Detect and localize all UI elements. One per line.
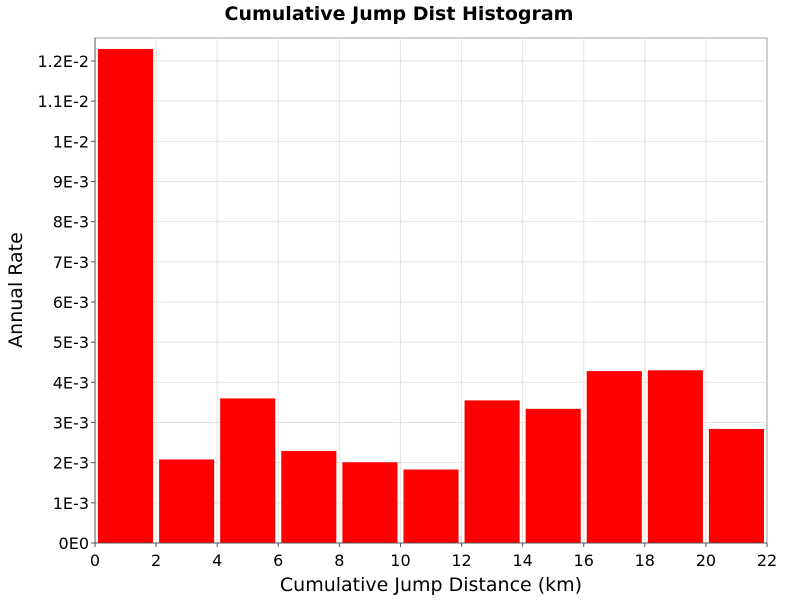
- grid: [95, 38, 767, 543]
- y-tick-label: 9E-3: [53, 173, 89, 192]
- axes: [91, 38, 768, 547]
- histogram-bar: [464, 400, 520, 543]
- histogram-bar: [98, 48, 154, 543]
- x-tick-label: 6: [273, 551, 283, 570]
- y-tick-label: 1E-2: [53, 132, 89, 151]
- chart-title: Cumulative Jump Dist Histogram: [225, 3, 574, 25]
- y-tick-label: 7E-3: [53, 253, 89, 272]
- y-tick-label: 1.2E-2: [37, 52, 89, 71]
- y-tick-labels: 0E0 1E-3 2E-3 3E-3 4E-3 5E-3 6E-3 7E-3 8E-3 9E-3 1…: [37, 52, 89, 553]
- histogram-bar: [586, 371, 642, 543]
- histogram-bar: [647, 370, 703, 543]
- histogram-bar: [403, 469, 459, 543]
- y-tick-label: 6E-3: [53, 293, 89, 312]
- y-tick-label: 3E-3: [53, 414, 89, 433]
- histogram-bar: [708, 428, 764, 543]
- histogram-bar: [342, 462, 398, 543]
- histogram-bar: [220, 398, 276, 543]
- histogram-bar: [159, 459, 215, 543]
- bars: [98, 48, 764, 543]
- histogram-bar: [525, 408, 581, 543]
- y-tick-label: 0E0: [59, 534, 89, 553]
- x-tick-label: 20: [696, 551, 716, 570]
- x-tick-label: 10: [390, 551, 410, 570]
- y-tick-label: 2E-3: [53, 454, 89, 473]
- x-tick-label: 14: [512, 551, 532, 570]
- x-tick-label: 2: [151, 551, 161, 570]
- x-tick-label: 4: [212, 551, 222, 570]
- x-axis-label: Cumulative Jump Distance (km): [280, 574, 582, 596]
- x-tick-label: 16: [574, 551, 594, 570]
- histogram-bar: [281, 451, 337, 543]
- x-tick-label: 8: [334, 551, 344, 570]
- x-tick-label: 0: [90, 551, 100, 570]
- y-tick-label: 1E-3: [53, 494, 89, 513]
- x-tick-label: 12: [451, 551, 471, 570]
- y-tick-label: 5E-3: [53, 333, 89, 352]
- x-tick-label: 22: [757, 551, 777, 570]
- y-tick-label: 4E-3: [53, 373, 89, 392]
- y-tick-label: 8E-3: [53, 213, 89, 232]
- y-axis-label: Annual Rate: [5, 232, 27, 348]
- x-tick-label: 18: [635, 551, 655, 570]
- y-tick-label: 1.1E-2: [37, 92, 89, 111]
- x-tick-labels: 0 2 4 6 8 10 12 14 16 18 20 22: [90, 551, 777, 570]
